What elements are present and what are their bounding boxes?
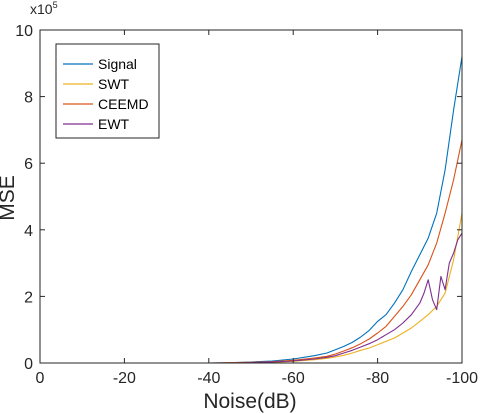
x-tick-label: -40 [197,370,220,387]
axes-frame [39,29,463,364]
x-tick-label: -60 [282,370,305,387]
x-tick-label: -80 [366,370,389,387]
y-tick-label: 8 [24,90,33,107]
series-line-signal [208,56,463,364]
series-line-ewt [208,232,463,364]
x-axis-label: Noise(dB) [203,390,296,413]
x-tick-label: -20 [113,370,136,387]
y-multiplier-exponent: 5 [53,0,58,10]
y-axis-label: MSE [0,175,19,221]
x-tick-label: -100 [446,370,478,387]
y-tick-label: 6 [24,156,33,173]
legend-label-ceemd: CEEMD [98,96,149,112]
legend-label-swt: SWT [98,76,130,92]
series-layer [208,56,463,364]
y-tick-label: 0 [24,356,33,373]
y-multiplier-label: x105 [30,0,58,17]
y-tick-label: 10 [15,23,33,40]
series-line-ceemd [208,139,463,364]
legend-label-signal: Signal [98,56,137,72]
legend-box [55,43,160,139]
legend-label-ewt: EWT [98,116,130,132]
y-tick-label: 2 [24,289,33,306]
x-tick-label: 0 [36,370,45,387]
axes-layer: 0 -20 -40 -60 -80 -100 0 2 4 6 8 10 [15,23,478,387]
y-multiplier-base: x10 [30,1,53,17]
legend: Signal SWT CEEMD EWT [55,43,160,139]
y-tick-label: 4 [24,223,33,240]
